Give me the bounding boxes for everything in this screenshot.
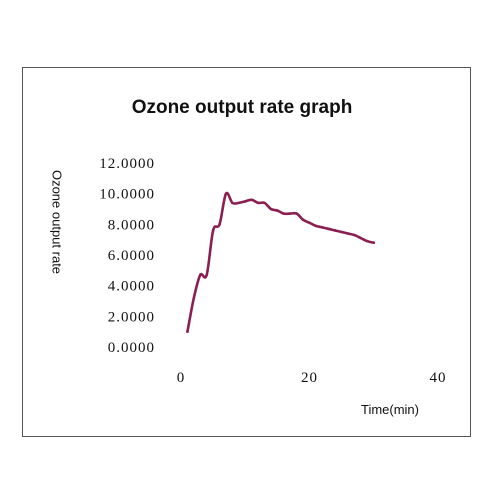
data-point xyxy=(346,232,350,235)
series-group xyxy=(186,191,376,333)
data-point xyxy=(269,207,273,211)
data-point xyxy=(218,223,221,226)
x-tick-label: 0 xyxy=(177,370,186,386)
data-point xyxy=(211,229,215,232)
x-tick-label: 20 xyxy=(301,370,318,386)
data-point xyxy=(308,221,311,225)
data-point xyxy=(250,198,253,202)
data-point xyxy=(276,209,279,212)
data-point xyxy=(359,236,363,240)
data-point xyxy=(224,192,228,195)
data-point xyxy=(263,201,266,205)
data-point xyxy=(301,218,305,222)
data-point xyxy=(327,227,331,231)
x-axis-label: Time(min) xyxy=(360,402,419,417)
y-tick-label: 4.0000 xyxy=(108,279,155,295)
y-tick-label: 10.0000 xyxy=(99,187,155,203)
data-point xyxy=(340,230,343,234)
data-point xyxy=(192,296,196,300)
y-tick-label: 6.0000 xyxy=(108,248,155,264)
data-point xyxy=(231,201,234,205)
data-point xyxy=(314,224,318,228)
data-point xyxy=(186,330,189,333)
data-point xyxy=(366,239,369,243)
data-point xyxy=(333,229,337,232)
y-tick-label: 0.0000 xyxy=(108,340,155,356)
series-line xyxy=(186,191,376,333)
data-point xyxy=(237,201,241,205)
chart-title: Ozone output rate graph xyxy=(131,97,353,118)
data-point xyxy=(353,233,356,237)
y-tick-label: 8.0000 xyxy=(108,217,155,233)
data-point xyxy=(295,212,298,215)
y-tick-labels: 0.0000 2.0000 4.0000 6.0000 8.0000 10.0000 12.… xyxy=(99,156,155,356)
data-point xyxy=(243,200,247,203)
y-tick-label: 12.0000 xyxy=(99,156,155,172)
y-tick-label: 2.0000 xyxy=(108,309,155,325)
chart-frame xyxy=(22,67,471,437)
data-point xyxy=(198,273,202,277)
x-tick-label: 40 xyxy=(430,370,447,386)
data-point xyxy=(372,241,376,245)
data-point xyxy=(256,201,260,205)
data-point xyxy=(282,212,286,215)
data-point xyxy=(205,273,208,277)
data-point xyxy=(288,212,292,215)
data-point xyxy=(321,226,324,229)
x-tick-labels: 0 20 40 xyxy=(177,370,447,386)
